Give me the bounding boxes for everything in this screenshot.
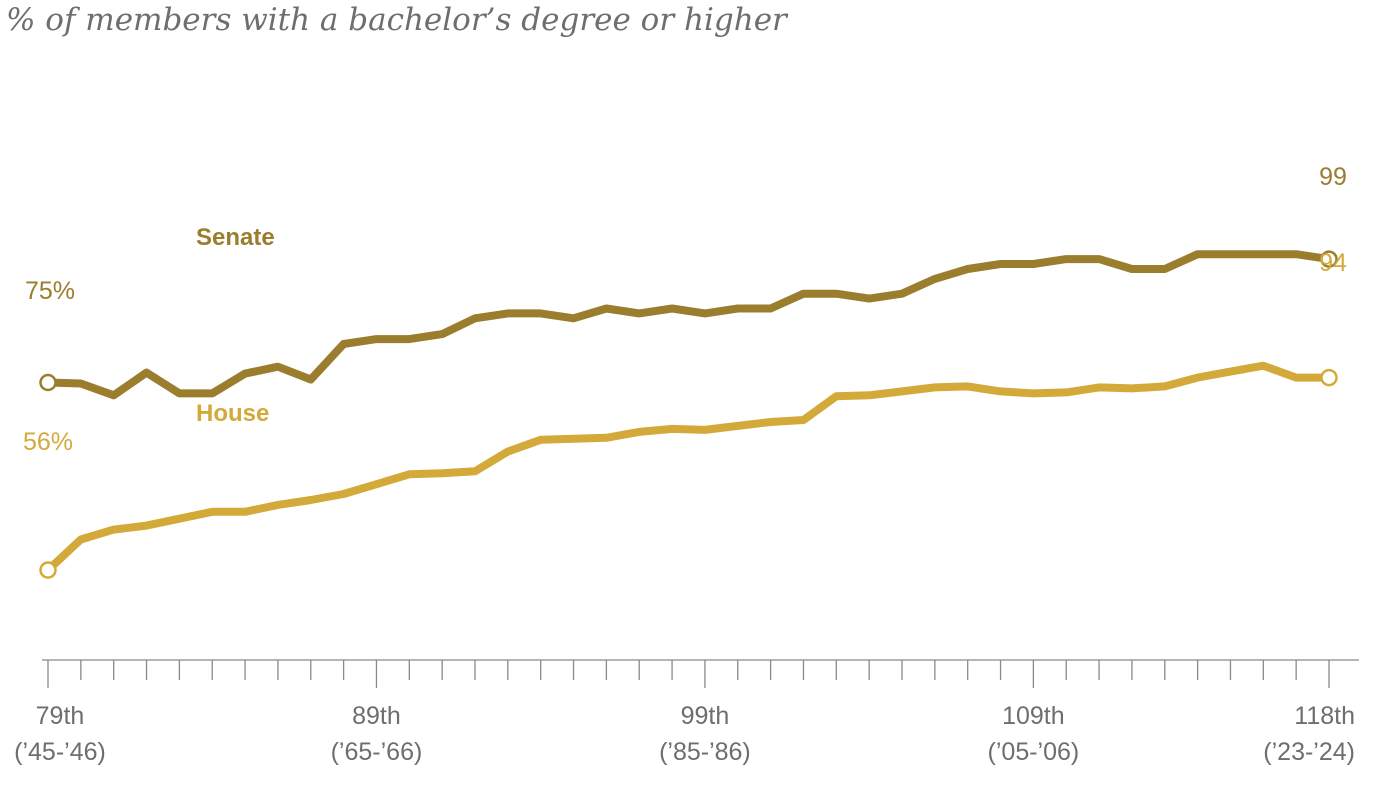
x-tick-label-congress: 109th [1002, 702, 1065, 730]
senate-line [44, 250, 1333, 400]
x-tick-label-congress: 118th [1294, 702, 1355, 730]
senate-start-label: 75% [25, 277, 75, 305]
house-series-label: House [196, 400, 269, 427]
x-tick-label-years: (’05-’06) [988, 738, 1080, 766]
senate-start-point [39, 373, 57, 392]
x-tick-label-years: (’45-’46) [14, 738, 106, 766]
house-end-point [1320, 368, 1338, 387]
x-tick-label-years: (’65-’66) [331, 738, 423, 766]
series-lines [39, 250, 1338, 579]
x-tick-label-years: (’23-’24) [1263, 738, 1355, 766]
x-tick-label-congress: 99th [681, 702, 730, 730]
data-labels: Senate House 75% 56% 99 94 [23, 163, 1347, 456]
senate-end-label: 99 [1319, 163, 1347, 191]
x-tick-label-congress: 79th [36, 702, 85, 730]
senate-series-label: Senate [196, 224, 275, 251]
chart-title: % of members with a bachelor’s degree or… [6, 2, 787, 38]
house-line [44, 361, 1333, 575]
x-tick-label-years: (’85-’86) [659, 738, 751, 766]
x-tick-label-congress: 89th [352, 702, 401, 730]
senate-end-point [1320, 250, 1338, 268]
house-end-label: 94 [1319, 249, 1347, 277]
x-axis: 79th (’45-’46) 89th (’65-’66) 99th (’85-’86) 1… [14, 659, 1359, 766]
house-start-label: 56% [23, 428, 73, 456]
house-start-point [39, 561, 57, 579]
